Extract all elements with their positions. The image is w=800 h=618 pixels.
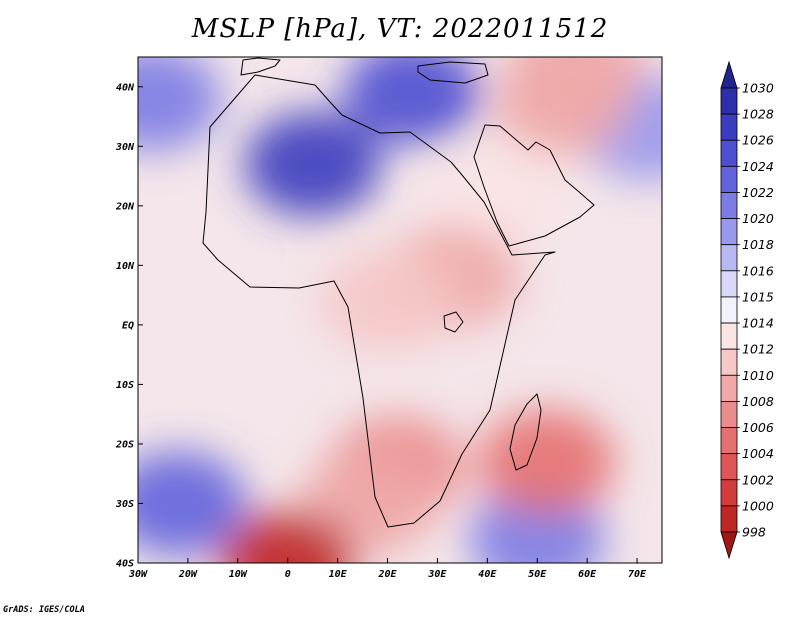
colorbar-swatch: [720, 270, 738, 298]
colorbar-label: 1006: [742, 420, 774, 435]
pressure-feature-2: [138, 57, 221, 151]
colorbar-label: 1026: [742, 133, 774, 148]
pressure-feature-13: [479, 409, 616, 514]
colorbar-label: 1015: [742, 289, 774, 304]
colorbar-top-arrow: [720, 60, 738, 89]
pressure-field: [138, 57, 662, 563]
colorbar-label: 998: [742, 525, 766, 540]
colorbar: 1030 1028 1026 1024 1022 1020 1018 1016 1015 1014…: [720, 60, 774, 560]
colorbar-label: 1010: [742, 368, 774, 383]
colorbar-label: 1018: [742, 237, 774, 252]
lat-tick-label: 30N: [115, 142, 135, 153]
lat-tick-label: 40S: [116, 559, 134, 570]
lake-victoria-outline: [443, 311, 464, 333]
colorbar-swatch: [720, 505, 738, 533]
lon-tick-label: 50E: [528, 569, 547, 580]
latitude-labels: 40N 30N 20N 10N EQ 10S 20S 30S 40S: [115, 82, 135, 569]
lon-tick-label: 10W: [229, 569, 248, 580]
madagascar-coastline: [509, 393, 542, 471]
lat-tick-label: 20N: [115, 201, 135, 212]
pressure-feature-7: [509, 57, 646, 115]
colorbar-swatch: [720, 296, 738, 324]
colorbar-label: 1024: [742, 159, 774, 174]
lon-tick-label: 20W: [178, 569, 198, 580]
colorbar-swatch: [720, 322, 738, 350]
colorbar-label: 1004: [742, 446, 774, 461]
pressure-feature-14: [219, 511, 356, 563]
pressure-feature-3: [138, 451, 246, 556]
lat-tick-label: 40N: [116, 82, 135, 93]
colorbar-label: 1002: [742, 472, 774, 487]
axis-ticks: [137, 86, 638, 564]
colorbar-label: 1022: [742, 185, 774, 200]
colorbar-label: 1014: [742, 316, 774, 331]
lat-tick-label: 30S: [115, 499, 134, 510]
lon-tick-label: 20E: [377, 569, 397, 580]
colorbar-swatch: [720, 427, 738, 455]
colorbar-label: 1016: [742, 263, 774, 278]
anatolia-coastline: [417, 61, 489, 84]
colorbar-swatch: [720, 87, 738, 115]
map-title: MSLP [hPa], VT: 2022011512: [191, 14, 609, 44]
lon-tick-label: 30E: [427, 569, 447, 580]
pressure-feature-1: [344, 57, 481, 145]
arabia-coastline: [473, 124, 595, 247]
africa-coastline: [202, 74, 556, 528]
plot-frame: [137, 56, 663, 564]
map-axes: 40N 30N 20N 10N EQ 10S 20S 30S 40S 30W 20W 10W 0 10E…: [115, 56, 663, 580]
lon-tick-label: 10E: [329, 569, 348, 580]
colorbar-swatch: [720, 374, 738, 402]
colorbar-swatch: [720, 192, 738, 219]
pressure-feature-0: [244, 112, 381, 217]
colorbar-label: 1030: [742, 81, 774, 96]
colorbar-swatch: [720, 348, 738, 376]
colorbar-swatch: [720, 401, 738, 428]
lon-tick-label: 0: [285, 569, 291, 580]
lat-tick-label: 10S: [116, 380, 134, 391]
lat-tick-label: 20S: [115, 439, 134, 450]
colorbar-label: 1012: [742, 342, 774, 357]
lon-tick-label: 70E: [628, 569, 647, 580]
grads-credit: GrADS: IGES/COLA: [3, 605, 85, 615]
colorbar-label: 1000: [742, 498, 774, 513]
colorbar-swatch: [720, 479, 738, 507]
lon-tick-label: 60E: [578, 569, 597, 580]
colorbar-swatch: [720, 244, 738, 272]
coastlines: [202, 57, 595, 528]
lat-tick-label: 10N: [116, 261, 135, 272]
iberia-coastline: [240, 57, 281, 76]
colorbar-label: 1008: [742, 394, 774, 409]
colorbar-swatch: [720, 139, 738, 167]
longitude-labels: 30W 20W 10W 0 10E 20E 30E 40E 50E 60E 70E: [128, 569, 647, 580]
lon-tick-label: 40E: [478, 569, 497, 580]
colorbar-bottom-arrow: [720, 531, 738, 560]
lon-tick-label: 30W: [128, 569, 148, 580]
lat-tick-label: EQ: [122, 320, 134, 331]
colorbar-swatch: [720, 218, 738, 246]
colorbar-label: 1020: [742, 211, 774, 226]
colorbar-swatch: [720, 113, 738, 141]
pressure-feature-8: [429, 141, 566, 246]
colorbar-swatch: [720, 165, 738, 193]
colorbar-label: 1028: [742, 107, 774, 122]
pressure-feature-10: [319, 249, 456, 354]
colorbar-swatch: [720, 453, 738, 481]
